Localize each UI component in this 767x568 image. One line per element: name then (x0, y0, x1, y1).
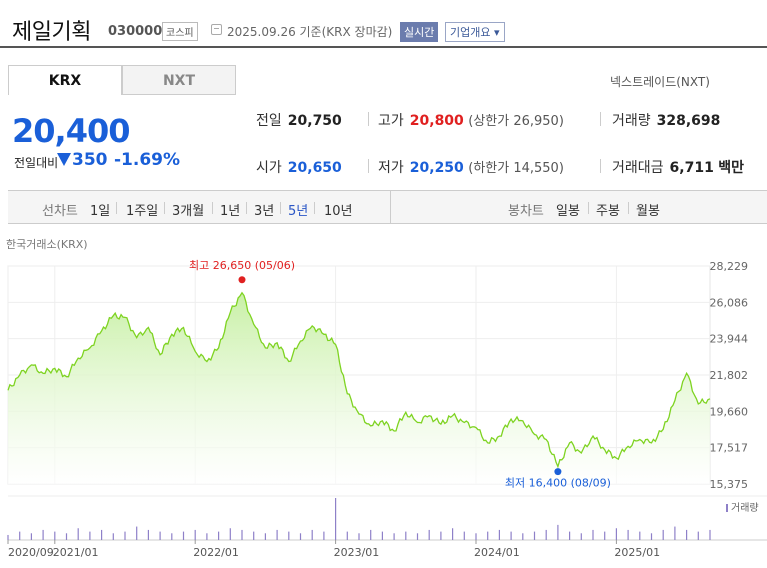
period-10y[interactable]: 10년 (324, 204, 353, 219)
period-3y[interactable]: 3년 (254, 204, 275, 219)
divider (280, 202, 281, 214)
x-tick-label: 2021/01 (53, 546, 99, 559)
tab-krx[interactable]: KRX (8, 65, 122, 95)
low-value: 20,250 (409, 160, 464, 176)
market-badge: 코스피 (162, 22, 198, 41)
price-chart[interactable]: 28,229 26,086 23,944 21,802 19,660 17,517 15,3… (0, 250, 767, 568)
volume-stat: 거래량 328,698 (612, 110, 720, 130)
tab-nxt[interactable]: NXT (122, 65, 236, 95)
min-annotation: 최저 16,400 (08/09) (505, 477, 611, 490)
price-area (8, 292, 710, 484)
amount-value: 6,711 (669, 160, 714, 176)
candle-daily[interactable]: 일봉 (556, 204, 580, 219)
divider (588, 202, 589, 214)
current-price: 20,400 (12, 112, 130, 150)
volume-legend-marker (726, 504, 728, 512)
min-point-marker (554, 468, 562, 476)
day-low: 저가 20,250 (하한가 14,550) (378, 157, 564, 177)
divider (116, 202, 117, 214)
lower-limit: (하한가 14,550) (468, 161, 564, 176)
company-name: 제일기획 (12, 20, 91, 45)
y-tick-label: 21,802 (710, 369, 749, 382)
period-selector: 선차트 1일 1주일 3개월 1년 3년 5년 10년 봉차트 일봉 주봉 월봉 (8, 190, 767, 224)
divider (212, 202, 213, 214)
max-annotation: 최고 26,650 (05/06) (189, 259, 295, 272)
max-point-marker (238, 276, 246, 284)
high-value: 20,800 (409, 113, 464, 129)
stock-header: 제일기획 030000 코스피 2025.09.26 기준(KRX 장마감) 실… (0, 0, 767, 48)
volume-value: 328,698 (656, 113, 721, 129)
x-tick-label: 2024/01 (474, 546, 520, 559)
divider (246, 202, 247, 214)
divider (600, 112, 601, 126)
period-1w[interactable]: 1주일 (126, 204, 159, 219)
section-divider (390, 191, 391, 223)
day-high: 고가 20,800 (상한가 26,950) (378, 110, 564, 130)
period-1y[interactable]: 1년 (220, 204, 241, 219)
period-5y[interactable]: 5년 (288, 204, 309, 219)
x-tick-label: 2022/01 (193, 546, 239, 559)
divider (368, 112, 369, 126)
candle-chart-label: 봉차트 (508, 204, 544, 219)
price-line (7, 291, 711, 469)
calendar-icon (211, 24, 222, 35)
x-tick-label: 2025/01 (614, 546, 660, 559)
open-value: 20,650 (287, 160, 342, 176)
amount-unit: 백만 (718, 160, 745, 176)
period-3m[interactable]: 3개월 (172, 204, 205, 219)
upper-limit: (상한가 26,950) (468, 114, 564, 129)
chart-source-label: 한국거래소(KRX) (6, 238, 88, 251)
volume-label: 거래량 (612, 113, 651, 129)
y-tick-label: 15,375 (710, 478, 749, 491)
y-tick-label: 26,086 (710, 296, 749, 309)
candle-weekly[interactable]: 주봉 (596, 204, 620, 219)
divider (314, 202, 315, 214)
change-label: 전일대비 (14, 156, 59, 170)
y-tick-label: 19,660 (710, 405, 749, 418)
open-label: 시가 (256, 160, 282, 176)
x-tick-label: 2020/09 (8, 546, 54, 559)
low-label: 저가 (378, 160, 404, 176)
divider (164, 202, 165, 214)
basis-date: 2025.09.26 기준(KRX 장마감) (227, 25, 393, 39)
stock-code: 030000 (108, 24, 163, 39)
y-tick-label: 28,229 (710, 260, 749, 273)
y-tick-label: 23,944 (710, 333, 749, 346)
down-arrow-icon (57, 153, 71, 166)
prev-close-label: 전일 (256, 113, 282, 129)
period-1d[interactable]: 1일 (90, 204, 111, 219)
high-label: 고가 (378, 113, 404, 129)
candle-monthly[interactable]: 월봉 (636, 204, 660, 219)
divider (600, 159, 601, 173)
change-value: 350 (72, 150, 108, 170)
open-price: 시가 20,650 (256, 157, 342, 177)
change-rate: -1.69% (114, 150, 181, 170)
prev-close-value: 20,750 (287, 113, 342, 129)
line-chart-label: 선차트 (42, 204, 78, 219)
prev-close: 전일 20,750 (256, 110, 342, 130)
amount-label: 거래대금 (612, 160, 664, 176)
company-overview-button[interactable]: 기업개요 ▾ (445, 22, 505, 42)
y-tick-label: 17,517 (710, 442, 749, 455)
x-tick-label: 2023/01 (334, 546, 380, 559)
divider (368, 159, 369, 173)
divider (628, 202, 629, 214)
realtime-button[interactable]: 실시간 (400, 22, 439, 42)
volume-legend: 거래량 (731, 502, 759, 514)
nextrade-link[interactable]: 넥스트레이드(NXT) (610, 75, 710, 89)
trade-amount: 거래대금 6,711 백만 (612, 157, 744, 177)
